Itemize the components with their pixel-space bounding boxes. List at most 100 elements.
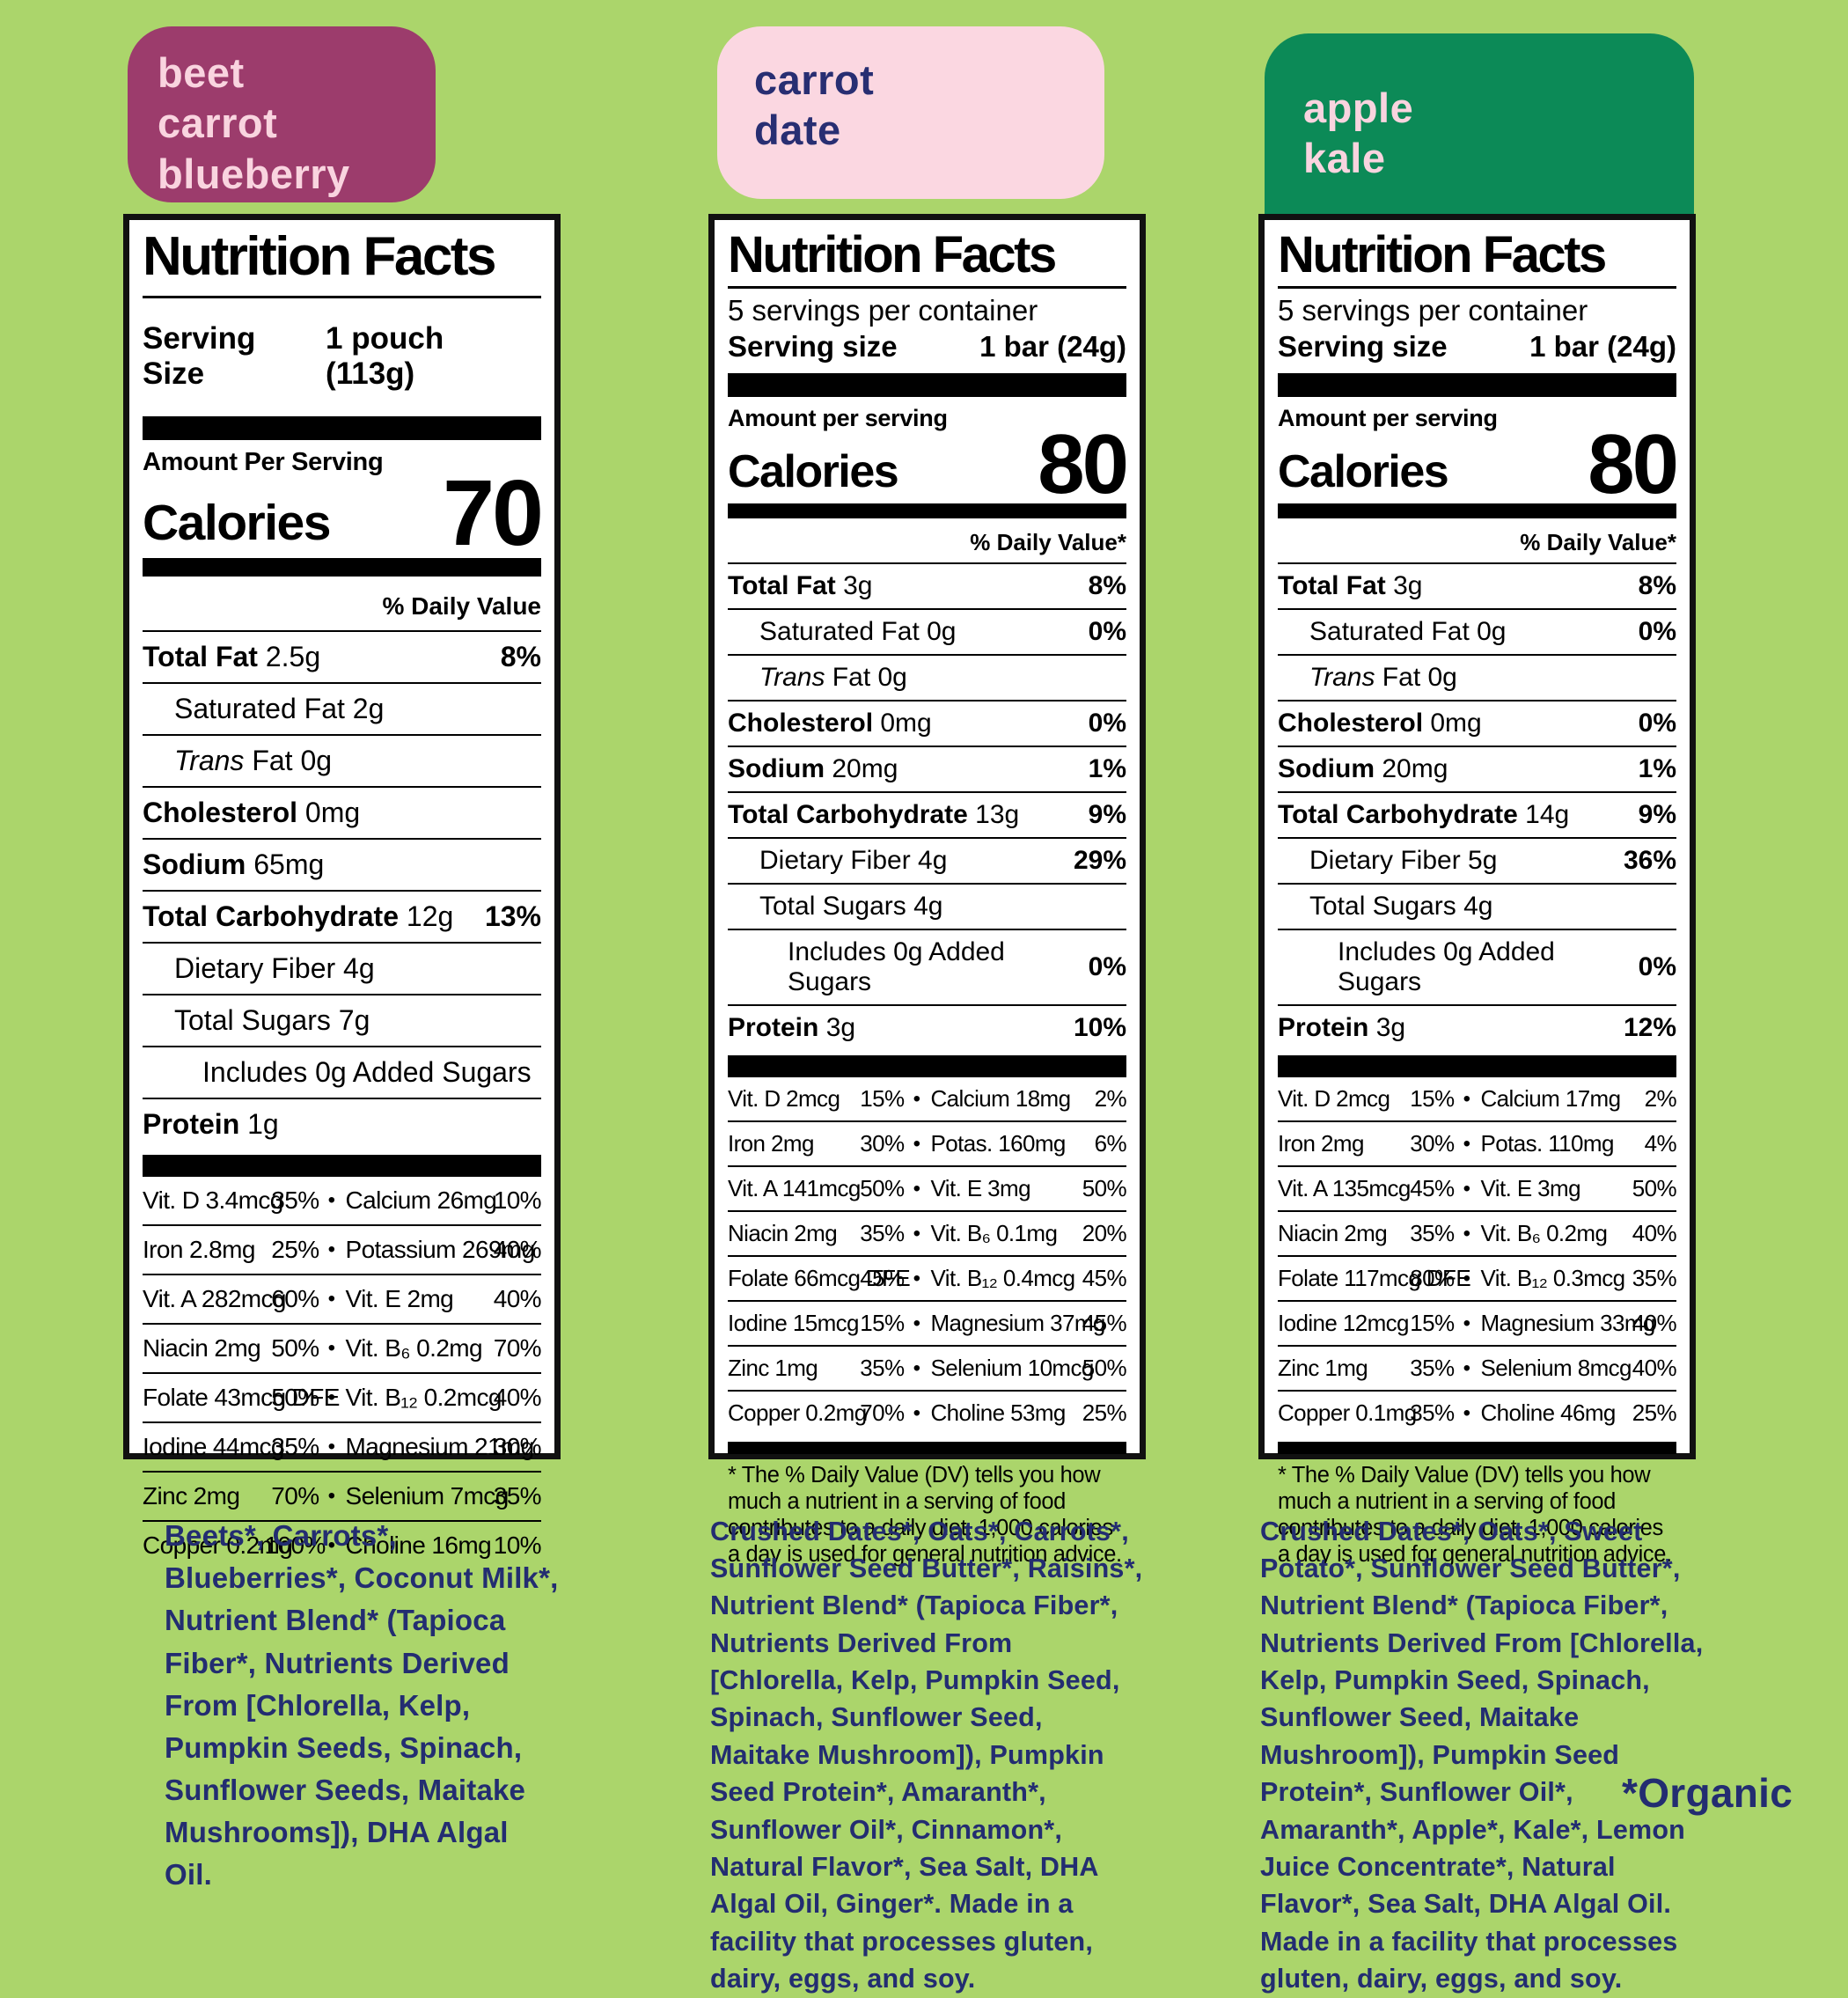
vitamin-cell: Vit. D 2mcg [1278, 1085, 1390, 1113]
vitamin-cell: 25% [1632, 1399, 1677, 1427]
vitamin-cell: 6% [1094, 1130, 1127, 1157]
serving-size-value: 1 bar (24g) [979, 329, 1126, 363]
vitamin-cell: Selenium 7mcg [345, 1482, 510, 1510]
nutrient-row: Total Sugars 7g [143, 995, 541, 1048]
nutrient-row: Cholesterol 0mg 0% [1278, 702, 1676, 748]
nutrient-row: Includes 0g Added Sugars 0% [728, 930, 1126, 1007]
vitamin-cell: 35% [1410, 1399, 1455, 1427]
amount-per-serving-label: Amount per serving [728, 404, 948, 431]
bullet-separator: • [913, 1355, 920, 1380]
divider-bar [728, 372, 1126, 397]
vitamin-row: Copper 0.2mg 100% • Choline 16mg 10% [143, 1522, 542, 1569]
vitamin-row: Vit. D 3.4mcg 35% • Calcium 26mg 10% [143, 1177, 542, 1227]
vitamin-cell: 50% [1632, 1175, 1677, 1202]
vitamin-cell: 15% [1410, 1085, 1455, 1113]
organic-footnote: *Organic [1622, 1770, 1793, 1816]
vitamin-cell: 45% [1082, 1265, 1127, 1292]
serving-size-label: Serving size [1278, 329, 1448, 363]
badge-line: date [754, 107, 841, 154]
calories-row: Calories 80 [728, 416, 1129, 511]
ingredients-list: Crushed Dates*, Oats*, Carrots*, Sunflow… [710, 1513, 1145, 1998]
nutrient-row: Includes 0g Added Sugars 0% [1278, 930, 1676, 1007]
flavor-badge-beet-carrot-blueberry: beet carrot blueberry [128, 26, 436, 202]
vitamin-row: Zinc 1mg 35% • Selenium 8mcg 40% [1278, 1347, 1677, 1392]
vitamin-cell: 35% [1632, 1265, 1677, 1292]
vitamin-cell: Vit. A 141mcg [728, 1175, 861, 1202]
vitamin-cell: Vit. B₁₂ 0.4mcg [930, 1265, 1076, 1292]
badge-line: apple [1303, 84, 1414, 131]
vitamin-cell: 50% [860, 1175, 905, 1202]
vitamin-cell: 25% [271, 1236, 319, 1264]
vitamin-cell: 35% [1410, 1355, 1455, 1382]
nutrient-row: Includes 0g Added Sugars [143, 1047, 541, 1100]
vitamin-cell: 30% [1410, 1130, 1455, 1157]
vitamin-cell: Vit. B₆ 0.2mg [345, 1334, 483, 1363]
vitamin-row: Niacin 2mg 35% • Vit. B₆ 0.2mg 40% [1278, 1212, 1677, 1258]
divider-bar [1278, 372, 1676, 397]
vitamin-row: Zinc 2mg 70% • Selenium 7mcg 35% [143, 1473, 542, 1523]
vitamin-cell: Vit. A 282mcg [143, 1285, 287, 1313]
nutrient-row: Trans Fat 0g [1278, 656, 1676, 702]
vitamin-cell: 40% [1632, 1310, 1677, 1337]
vitamin-cell: 15% [860, 1085, 905, 1113]
vitamin-cell: 70% [493, 1334, 542, 1363]
vitamin-rows: Vit. D 3.4mcg 35% • Calcium 26mg 10% Iron 2.8… [143, 1177, 542, 1569]
vitamin-cell: 40% [493, 1236, 542, 1264]
vitamin-cell: Choline 53mg [930, 1399, 1067, 1427]
vitamin-cell: Zinc 1mg [1278, 1355, 1368, 1382]
flavor-badge-carrot-date: carrot date [717, 26, 1104, 199]
vitamin-cell: Vit. B₁₂ 0.2mcg [345, 1384, 502, 1412]
nutrient-row: Protein 3g 12% [1278, 1013, 1676, 1043]
nutrient-row: Sodium 65mg [143, 840, 541, 892]
serving-size-row: Serving size 1 bar (24g) [1278, 330, 1676, 364]
vitamin-cell: Choline 16mg [345, 1532, 492, 1560]
vitamin-cell: Vit. A 135mcg [1278, 1175, 1411, 1202]
vitamin-cell: Vit. E 3mg [930, 1175, 1031, 1202]
daily-value-footnote: * The % Daily Value (DV) tells you how m… [728, 1435, 1126, 1569]
vitamin-cell: 2% [1644, 1085, 1677, 1113]
nutrient-row: Total Sugars 4g [1278, 885, 1676, 931]
vitamin-cell: 45% [1410, 1175, 1455, 1202]
daily-value-header: % Daily Value [143, 583, 541, 633]
servings-per-container: 5 servings per container [1278, 294, 1588, 327]
badge-line: beet [158, 49, 245, 96]
ingredients-list: Crushed Dates*, Oats*, Sweet Potato*, Su… [1260, 1513, 1705, 1998]
vitamin-cell: Magnesium 37mg [930, 1310, 1106, 1337]
vitamin-row: Vit. A 282mcg 60% • Vit. E 2mg 40% [143, 1275, 542, 1326]
vitamin-cell: 40% [493, 1384, 542, 1412]
nutrient-row: Saturated Fat 0g 0% [1278, 610, 1676, 657]
panel-title: Nutrition Facts [143, 228, 541, 299]
bullet-separator: • [327, 1188, 335, 1213]
divider-bar [143, 1155, 541, 1178]
bullet-separator: • [913, 1176, 920, 1201]
vitamin-cell: Vit. B₆ 0.1mg [930, 1220, 1058, 1247]
vitamin-cell: Choline 46mg [1480, 1399, 1617, 1427]
bullet-separator: • [913, 1221, 920, 1245]
badge-line: carrot [158, 99, 278, 147]
nutrient-row: Saturated Fat 0g 0% [728, 610, 1126, 657]
vitamin-cell: Magnesium 21mg [345, 1433, 535, 1461]
vitamin-row: Copper 0.2mg 70% • Choline 53mg 25% [728, 1392, 1127, 1435]
calories-label: Calories [728, 446, 899, 498]
vitamin-cell: 45% [1082, 1310, 1127, 1337]
vitamin-row: Iron 2mg 30% • Potas. 110mg 4% [1278, 1122, 1677, 1168]
vitamin-cell: Folate 66mcg DFE [728, 1265, 911, 1292]
vitamin-cell: 4% [1644, 1130, 1677, 1157]
nutrient-row: Total Fat 3g 8% [1278, 564, 1676, 611]
vitamin-cell: Iodine 44mcg [143, 1433, 285, 1461]
calories-value: 80 [1588, 416, 1679, 511]
vitamin-row: Zinc 1mg 35% • Selenium 10mcg 50% [728, 1347, 1127, 1392]
calories-value: 80 [1038, 416, 1129, 511]
bullet-separator: • [1463, 1086, 1470, 1111]
vitamin-cell: 50% [1082, 1175, 1127, 1202]
servings-per-container: 5 servings per container [728, 294, 1038, 327]
vitamin-cell: Vit. E 3mg [1480, 1175, 1581, 1202]
calories-row: Calories 80 [1278, 416, 1679, 511]
nutrient-row: Dietary Fiber 4g 29% [728, 839, 1126, 885]
bullet-separator: • [1463, 1176, 1470, 1201]
nutrient-row: Cholesterol 0mg 0% [728, 702, 1126, 748]
vitamin-cell: Niacin 2mg [1278, 1220, 1388, 1247]
nutrient-row: Total Sugars 4g [728, 885, 1126, 931]
vitamin-cell: 35% [1410, 1220, 1455, 1247]
nutrient-rows: Total Fat 3g 8% Saturated Fat 0g 0% Trans Fa… [728, 564, 1126, 1050]
